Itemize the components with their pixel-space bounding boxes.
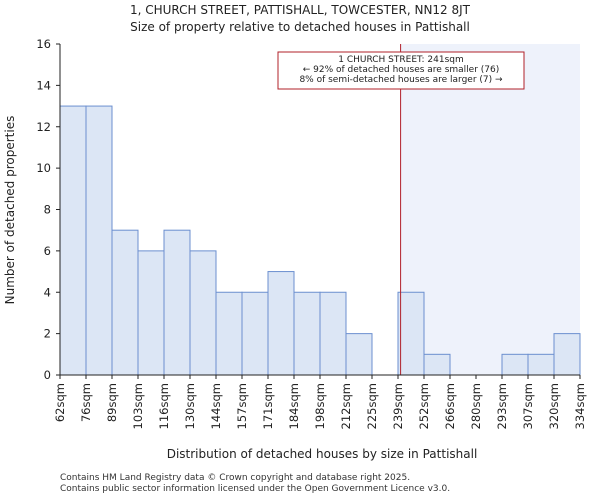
annotation-line-3: 8% of semi-detached houses are larger (7…: [299, 75, 503, 85]
x-tick-label: 184sqm: [287, 383, 301, 429]
x-tick-label: 252sqm: [417, 383, 431, 429]
x-tick-label: 171sqm: [261, 383, 275, 429]
x-tick-label: 239sqm: [391, 383, 405, 429]
x-tick-label: 307sqm: [521, 383, 535, 429]
bar-157sqm: [241, 291, 269, 376]
x-tick-label: 293sqm: [495, 383, 509, 429]
chart-subtitle: Size of property relative to detached ho…: [130, 20, 470, 34]
x-tick-label: 130sqm: [183, 383, 197, 429]
bar-144sqm: [215, 291, 243, 376]
highlight-region: [400, 44, 580, 375]
bar-76sqm: [85, 105, 113, 376]
bar-184sqm: [293, 291, 321, 376]
x-tick-label: 280sqm: [469, 383, 483, 429]
x-tick-label: 198sqm: [313, 383, 327, 429]
bar-103sqm: [137, 250, 165, 376]
bar-293sqm: [501, 353, 529, 376]
x-tick-label: 62sqm: [53, 383, 67, 422]
x-axis-label: Distribution of detached houses by size …: [167, 447, 478, 461]
annotation-line-1: 1 CHURCH STREET: 241sqm: [338, 55, 464, 65]
x-tick-label: 89sqm: [105, 383, 119, 422]
annotation-box: 1 CHURCH STREET: 241sqm ← 92% of detache…: [277, 51, 525, 90]
y-tick-label: 14: [36, 78, 51, 92]
footer-copyright: Contains HM Land Registry data © Crown c…: [60, 473, 411, 483]
x-tick-label: 157sqm: [235, 383, 249, 429]
x-tick-label: 334sqm: [573, 383, 587, 429]
x-tick-label: 116sqm: [157, 383, 171, 429]
bar-239sqm: [397, 291, 425, 376]
x-tick-label: 266sqm: [443, 383, 457, 429]
bar-62sqm: [59, 105, 87, 376]
x-tick-label: 225sqm: [365, 383, 379, 429]
bar-307sqm: [527, 353, 555, 376]
y-tick-label: 4: [44, 285, 51, 299]
bar-171sqm: [267, 271, 295, 376]
bar-320sqm: [553, 333, 581, 376]
x-tick-label: 320sqm: [547, 383, 561, 429]
y-tick-label: 8: [44, 203, 51, 217]
y-tick-label: 16: [36, 37, 51, 51]
bar-252sqm: [423, 353, 451, 376]
x-tick-label: 76sqm: [79, 383, 93, 422]
x-tick-label: 144sqm: [209, 383, 223, 429]
chart-title: 1, CHURCH STREET, PATTISHALL, TOWCESTER,…: [129, 3, 471, 17]
y-tick-label: 10: [36, 161, 51, 175]
annotation-frame: [277, 51, 525, 90]
bar-198sqm: [319, 291, 347, 376]
y-tick-label: 2: [44, 327, 51, 341]
y-tick-label: 6: [44, 244, 51, 258]
y-tick-label: 12: [36, 120, 51, 134]
bar-89sqm: [111, 229, 139, 376]
footer-licence: Contains public sector information licen…: [60, 484, 451, 494]
y-axis-label: Number of detached properties: [3, 116, 17, 305]
annotation-line-2: ← 92% of detached houses are smaller (76…: [303, 65, 500, 75]
y-tick-label: 0: [44, 368, 51, 382]
bar-130sqm: [189, 250, 217, 376]
bar-116sqm: [163, 229, 191, 376]
x-tick-label: 103sqm: [131, 383, 145, 429]
bar-212sqm: [345, 333, 373, 376]
x-tick-label: 212sqm: [339, 383, 353, 429]
